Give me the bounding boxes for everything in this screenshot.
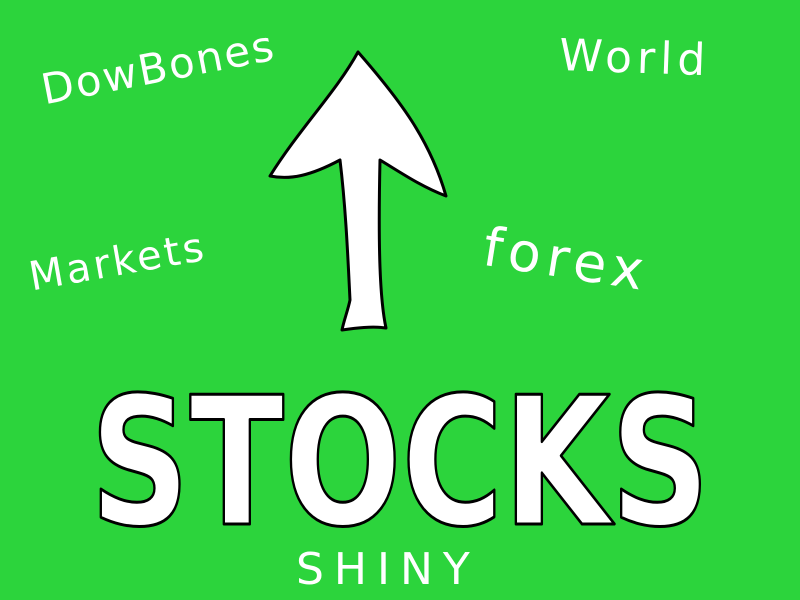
word-shiny: SHINY [296,544,480,595]
word-world: World [558,30,712,87]
stocks-headline-text: STOCKS [90,359,710,566]
